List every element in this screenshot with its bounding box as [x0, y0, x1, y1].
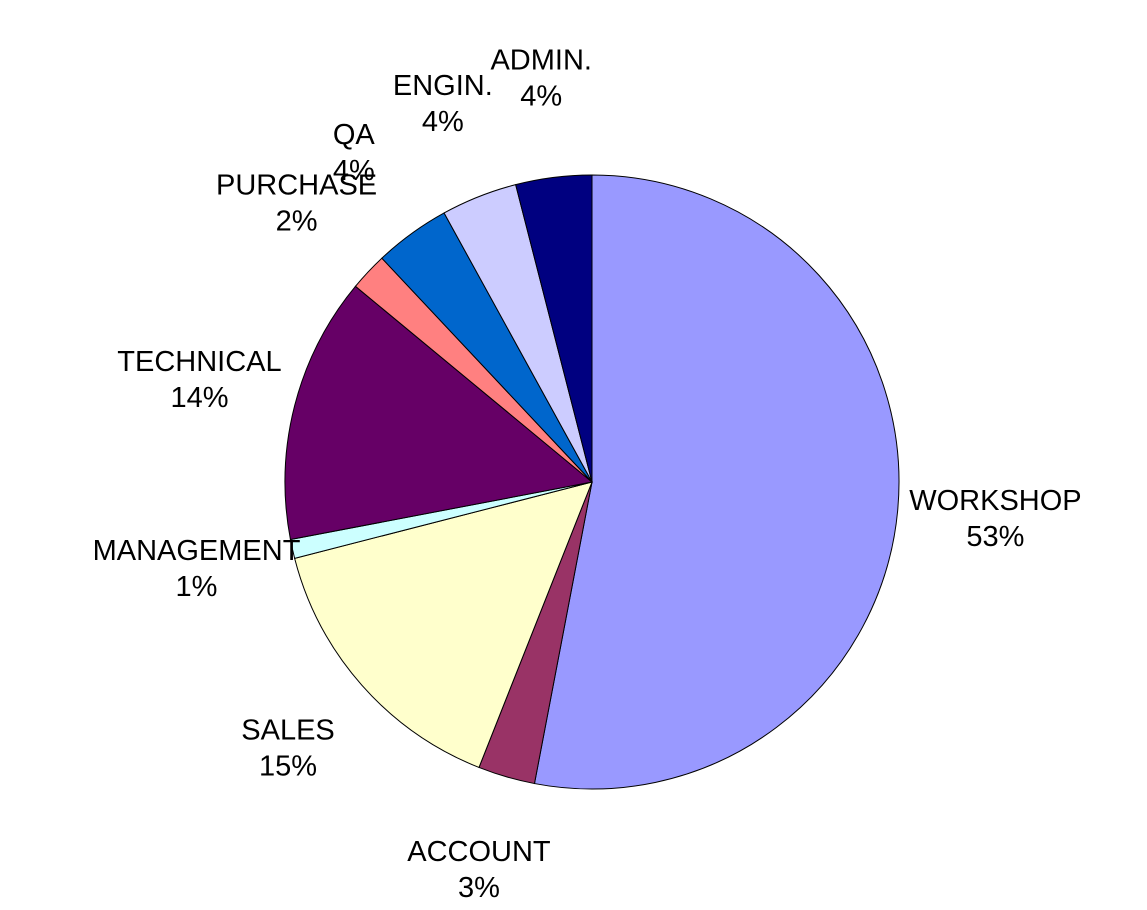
- slice-value-label: 4%: [333, 155, 375, 187]
- pie-slice: [294, 481, 593, 769]
- slice-label: ENGIN.: [393, 70, 493, 102]
- slice-label: WORKSHOP: [909, 485, 1081, 517]
- pie-slice: [515, 174, 593, 483]
- slice-value-label: 14%: [170, 382, 228, 414]
- slice-label: MANAGEMENT: [93, 535, 301, 567]
- slice-label: TECHNICAL: [117, 346, 281, 378]
- pie-slice: [533, 174, 900, 790]
- slice-label: SALES: [241, 715, 335, 747]
- slice-value-label: 1%: [176, 571, 218, 603]
- slice-value-label: 53%: [966, 521, 1024, 553]
- slice-label: ACCOUNT: [407, 836, 551, 868]
- slice-label: PURCHASE: [216, 169, 377, 201]
- slice-value-label: 4%: [520, 81, 562, 113]
- slice-value-label: 15%: [259, 751, 317, 783]
- slice-value-label: 2%: [276, 205, 318, 237]
- slice-label: ADMIN.: [490, 45, 592, 77]
- slice-label: QA: [333, 119, 376, 151]
- slice-value-label: 4%: [422, 106, 464, 138]
- pie-slice: [284, 285, 594, 541]
- slice-value-label: 3%: [458, 872, 500, 904]
